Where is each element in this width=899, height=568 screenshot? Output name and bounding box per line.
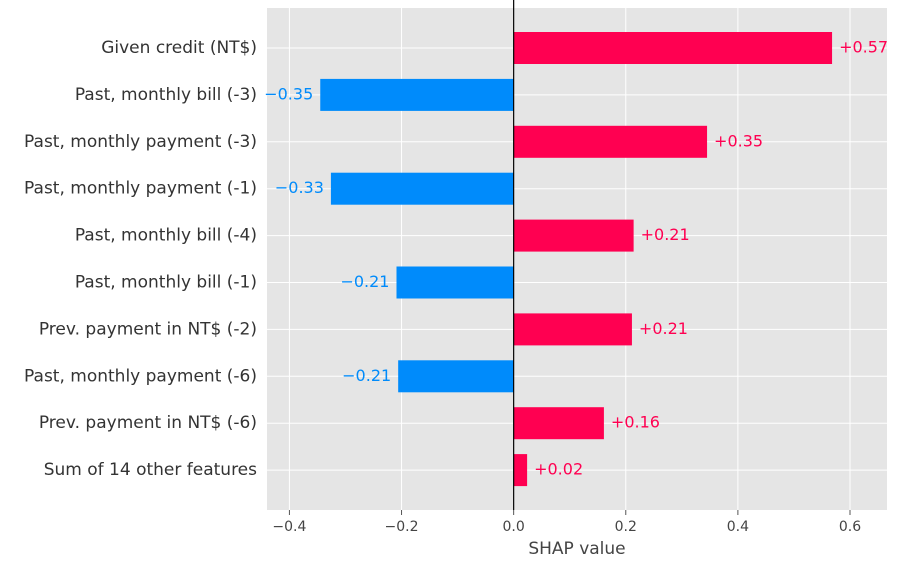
value-label: −0.21 <box>340 272 389 291</box>
y-tick-label: Past, monthly payment (-1) <box>24 179 257 199</box>
bar <box>513 219 634 252</box>
x-tick-label: 0.4 <box>727 519 749 535</box>
bar <box>513 313 632 346</box>
value-label: −0.33 <box>275 178 324 197</box>
x-tick-label: 0.0 <box>503 519 525 535</box>
x-axis-label: SHAP value <box>528 539 625 559</box>
bar <box>513 32 833 64</box>
bar <box>513 125 708 158</box>
bar <box>513 454 528 487</box>
x-tick-label: 0.6 <box>839 519 861 535</box>
bar <box>320 78 514 111</box>
bar <box>513 407 604 440</box>
y-tick-label: Given credit (NT$) <box>101 38 257 58</box>
value-label: −0.21 <box>342 366 391 385</box>
value-label: +0.21 <box>641 225 690 244</box>
y-tick-label: Sum of 14 other features <box>44 460 257 480</box>
bar <box>398 360 514 393</box>
y-tick-label: Past, monthly bill (-1) <box>75 273 257 293</box>
bar <box>396 266 514 299</box>
bar <box>330 172 514 205</box>
y-tick-label: Prev. payment in NT$ (-6) <box>39 413 257 433</box>
y-tick-label: Prev. payment in NT$ (-2) <box>39 319 257 339</box>
x-tick-label: 0.2 <box>615 519 637 535</box>
value-label: +0.16 <box>611 413 660 432</box>
y-tick-label: Past, monthly payment (-3) <box>24 132 257 152</box>
x-tick-label: −0.2 <box>385 519 419 535</box>
y-tick-label: Past, monthly bill (-4) <box>75 226 257 246</box>
value-label: +0.21 <box>639 319 688 338</box>
x-tick-label: −0.4 <box>272 519 306 535</box>
value-label: +0.57 <box>839 38 888 57</box>
value-label: −0.35 <box>264 84 313 103</box>
value-label: +0.02 <box>534 460 583 479</box>
y-tick-label: Past, monthly bill (-3) <box>75 85 257 105</box>
value-label: +0.35 <box>714 131 763 150</box>
y-tick-label: Past, monthly payment (-6) <box>24 366 257 386</box>
